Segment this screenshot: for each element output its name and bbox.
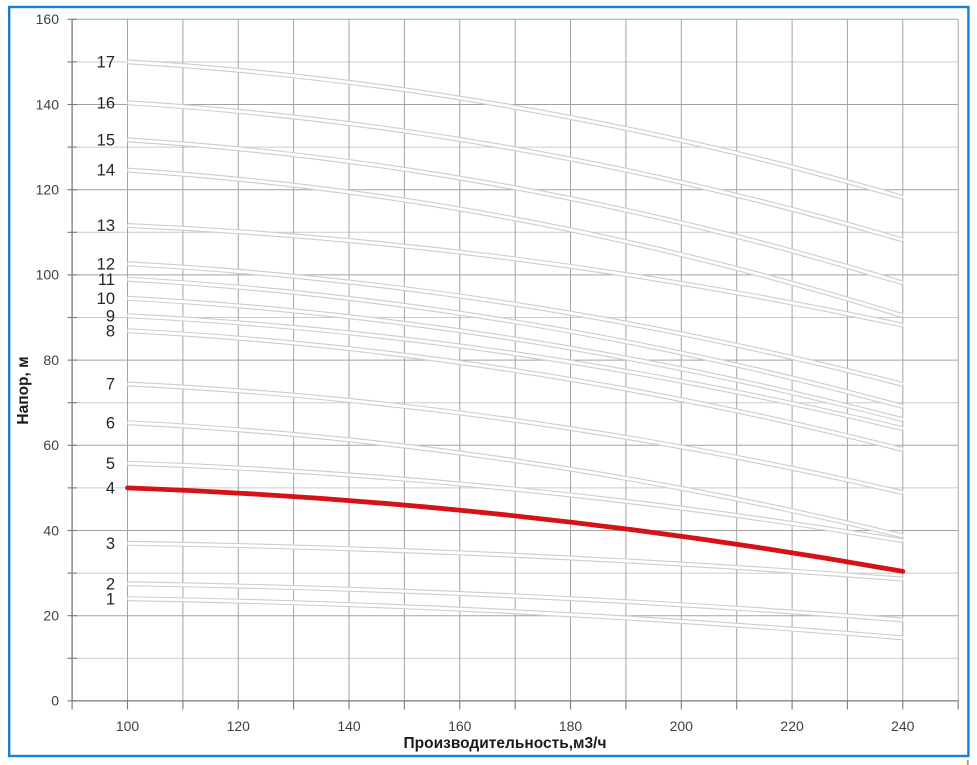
svg-text:14: 14 — [97, 162, 115, 180]
svg-text:80: 80 — [43, 352, 59, 368]
svg-text:120: 120 — [227, 718, 251, 734]
svg-text:5: 5 — [106, 455, 115, 473]
svg-text:20: 20 — [43, 608, 59, 624]
svg-text:160: 160 — [36, 11, 60, 27]
svg-text:220: 220 — [780, 718, 804, 734]
svg-text:100: 100 — [36, 267, 60, 283]
svg-text:10: 10 — [97, 290, 115, 308]
svg-text:140: 140 — [337, 718, 361, 734]
svg-text:240: 240 — [891, 718, 915, 734]
svg-text:13: 13 — [97, 217, 115, 235]
svg-text:180: 180 — [559, 718, 583, 734]
svg-text:Напор, м: Напор, м — [15, 356, 32, 424]
svg-text:200: 200 — [670, 718, 694, 734]
svg-text:8: 8 — [106, 322, 115, 340]
svg-text:Производительность,м3/ч: Производительность,м3/ч — [404, 735, 607, 752]
svg-text:6: 6 — [106, 414, 115, 432]
svg-text:40: 40 — [43, 522, 59, 538]
svg-text:17: 17 — [97, 54, 115, 72]
svg-text:16: 16 — [97, 94, 115, 112]
svg-text:15: 15 — [97, 132, 115, 150]
svg-text:100: 100 — [116, 718, 140, 734]
svg-text:140: 140 — [36, 96, 60, 112]
svg-text:11: 11 — [98, 271, 115, 289]
svg-text:3: 3 — [106, 535, 115, 553]
svg-text:9: 9 — [106, 307, 115, 325]
svg-text:12: 12 — [97, 255, 115, 273]
svg-text:2: 2 — [106, 575, 115, 593]
svg-text:7: 7 — [106, 376, 115, 394]
svg-text:4: 4 — [106, 480, 115, 498]
svg-text:160: 160 — [448, 718, 472, 734]
svg-text:0: 0 — [51, 693, 59, 709]
svg-text:1: 1 — [106, 590, 115, 608]
svg-text:120: 120 — [36, 182, 60, 198]
svg-text:60: 60 — [43, 437, 59, 453]
